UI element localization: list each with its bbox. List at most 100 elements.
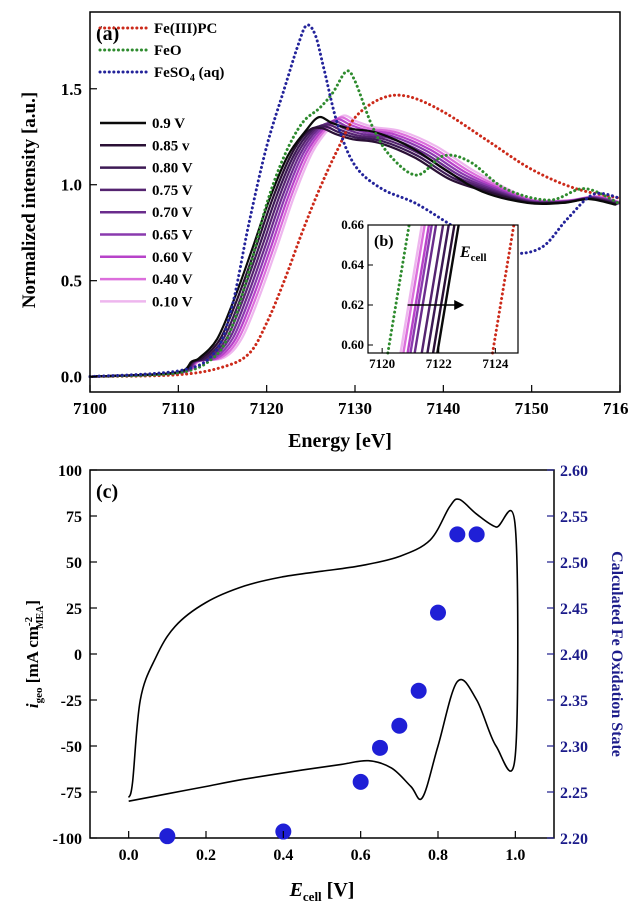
oxidation-state-point: [391, 717, 408, 734]
y-tick-label: -50: [61, 739, 82, 756]
x-tick-label: 0.8: [428, 847, 448, 864]
legend-label-0-60-v: 0.60 V: [152, 250, 193, 266]
inset-b: 7120 7122 7124 0.60 0.62 0.64 0.66 (b) Ecell: [341, 217, 519, 371]
inset-x-tick-label: 7124: [482, 356, 509, 371]
panel-c-frame: [89, 469, 555, 839]
inset-curve-0-9-v: [436, 224, 460, 354]
panel-c-y-axis-title: igeo [mA cm-2MEA]: [23, 600, 46, 708]
x-tick-label: 7130: [338, 399, 372, 418]
legend-label-0-80-v: 0.80 V: [152, 161, 193, 177]
inset-ecell-annotation: Ecell: [459, 244, 487, 264]
oxidation-state-point: [468, 526, 485, 543]
legend-label-0-9-v: 0.9 V: [152, 116, 185, 132]
oxidation-state-point: [372, 739, 388, 756]
oxidation-state-point: [430, 604, 446, 621]
panel-a-curves: [88, 23, 622, 379]
x-tick-label: 0.6: [351, 847, 371, 864]
curve-feso4: [88, 23, 622, 379]
inset-curve-0-75-v: [420, 224, 445, 354]
y-tick-label: -25: [61, 693, 82, 710]
inset-label: (b): [374, 233, 394, 250]
oxidation-state-point: [352, 773, 369, 790]
y-tick-label: 0.0: [61, 368, 82, 387]
y-tick-label: 1.5: [61, 80, 82, 99]
y2-tick-label: 2.25: [560, 785, 588, 802]
y2-tick-label: 2.30: [560, 739, 588, 756]
x-tick-label: 7120: [250, 399, 284, 418]
y-tick-label: 1.0: [61, 176, 82, 195]
inset-y-tick-label: 0.66: [341, 217, 364, 232]
curve-0-9-v: [89, 115, 617, 378]
oxidation-state-point: [449, 526, 466, 543]
x-tick-label: 0.4: [273, 847, 293, 864]
panel-c-y2-ticks: 2.20 2.25 2.30 2.35 2.40 2.45 2.50 2.55 2.60: [547, 463, 588, 848]
inset-frame: [367, 224, 519, 354]
inset-arrow: [407, 300, 465, 310]
panel-a-y-ticks: 0.0 0.5 1.0 1.5: [61, 80, 97, 387]
x-tick-label: 7150: [515, 399, 549, 418]
x-tick-label: 1.0: [505, 847, 525, 864]
x-tick-label: 7110: [162, 399, 195, 418]
x-tick-label: 0.0: [119, 847, 139, 864]
y-tick-label: 100: [58, 463, 82, 480]
panel-a-legend: Fe(III)PC FeO FeSO4 (aq) 0.9 V 0.85 v 0.80 V 0…: [98, 21, 224, 310]
legend-label-feo: FeO: [154, 43, 182, 59]
inset-y-tick-label: 0.62: [341, 297, 364, 312]
inset-curve-fe-iii-pc: [491, 223, 516, 355]
oxidation-state-point: [410, 682, 427, 699]
inset-y-tick-label: 0.64: [341, 257, 364, 272]
cv-curve: [127, 498, 519, 802]
oxidation-state-point: [159, 828, 176, 845]
y2-tick-label: 2.35: [560, 693, 588, 710]
inset-curve-0-85-v: [431, 224, 456, 354]
inset-curve-0-10-v: [399, 224, 424, 354]
y-tick-label: -100: [53, 831, 82, 848]
panel-c-x-axis-title: Ecell [V]: [289, 879, 355, 904]
inset-curve-0-60-v: [406, 224, 431, 354]
legend-label-fe-iii-pc: Fe(III)PC: [154, 21, 217, 37]
y-tick-label: 50: [66, 555, 82, 572]
legend-label-0-75-v: 0.75 V: [152, 183, 193, 199]
legend-label-0-65-v: 0.65 V: [152, 228, 193, 244]
panel-c-label: (c): [96, 481, 118, 503]
x-tick-label: 7100: [73, 399, 107, 418]
legend-label-0-70-v: 0.70 V: [152, 205, 193, 221]
inset-curve-0-70-v: [413, 224, 438, 354]
y2-tick-label: 2.50: [560, 555, 588, 572]
y-tick-label: -75: [61, 785, 82, 802]
curve-fe-iii-pc: [88, 93, 622, 379]
inset-y-tick-label: 0.60: [341, 337, 364, 352]
y2-tick-label: 2.60: [560, 463, 588, 480]
inset-arrow-head: [454, 300, 465, 310]
y-tick-label: 0: [74, 647, 82, 664]
panel-a-y-axis-title: Normalized intensity [a.u.]: [19, 92, 40, 308]
x-tick-label: 7140: [426, 399, 460, 418]
panel-c-y2-axis-title: Calculated Fe Oxidation State: [608, 551, 625, 757]
y2-tick-label: 2.55: [560, 509, 588, 526]
legend-label-0-85-v: 0.85 v: [152, 138, 190, 154]
inset-x-tick-label: 7122: [426, 356, 452, 371]
y-tick-label: 25: [66, 601, 82, 618]
y-tick-label: 75: [66, 509, 82, 526]
y-tick-label: 0.5: [61, 272, 82, 291]
panel-c-curves: [127, 498, 519, 845]
panel-c: 0.0 0.2 0.4 0.6 0.8 1.0 -100 -75 -50 -25 0 25 50 75 1…: [23, 463, 625, 904]
panel-c-x-ticks: 0.0 0.2 0.4 0.6 0.8 1.0: [119, 831, 525, 864]
inset-curve-0-80-v: [426, 224, 450, 354]
y2-tick-label: 2.40: [560, 647, 588, 664]
inset-ticks: 7120 7122 7124 0.60 0.62 0.64 0.66: [341, 217, 509, 371]
curve-feo: [88, 69, 622, 379]
panel-a-x-axis-title: Energy [eV]: [288, 430, 392, 452]
inset-curve-0-65-v: [409, 224, 433, 354]
inset-x-tick-label: 7120: [369, 356, 395, 371]
panel-c-y-ticks: -100 -75 -50 -25 0 25 50 75 100: [53, 463, 97, 848]
panel-a-label: (a): [96, 23, 119, 45]
legend-label-0-40-v: 0.40 V: [152, 272, 193, 288]
y2-tick-label: 2.45: [560, 601, 588, 618]
legend-label-feso4: FeSO4 (aq): [154, 65, 224, 84]
inset-curve-0-40-v: [402, 224, 426, 354]
